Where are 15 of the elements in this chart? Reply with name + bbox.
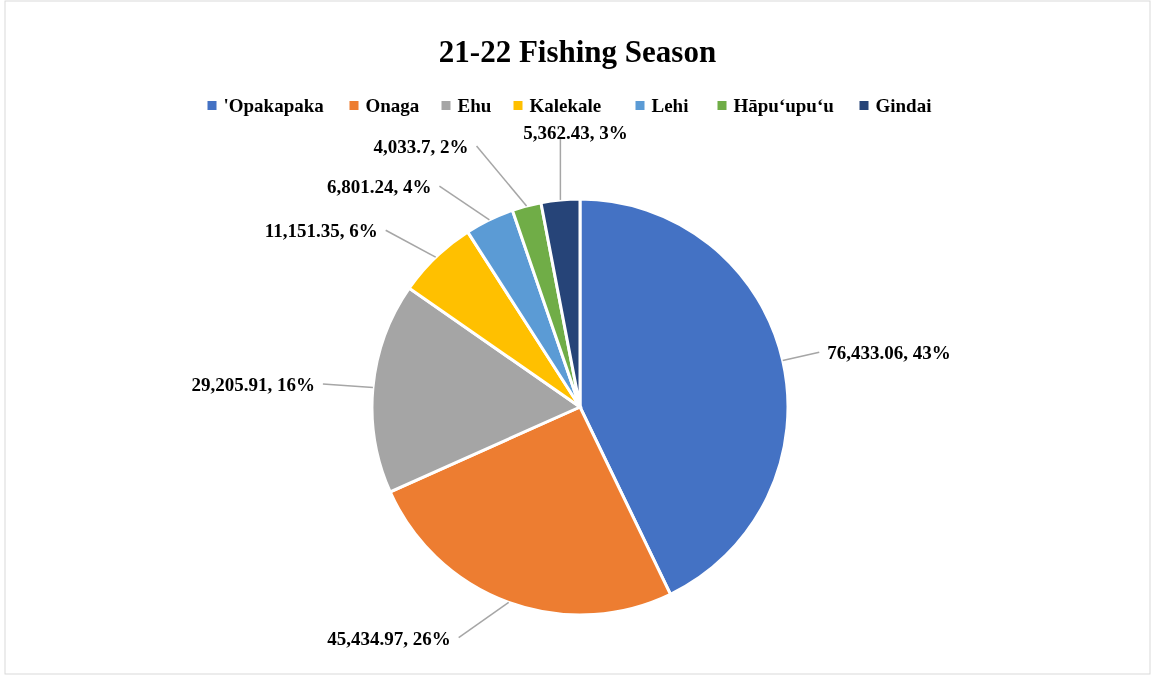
data-label: 76,433.06, 43% bbox=[827, 342, 951, 364]
legend-label: Hāpu‘upu‘u bbox=[733, 95, 835, 116]
data-label: 4,033.7, 2% bbox=[373, 136, 469, 158]
legend-label: Gindai bbox=[875, 95, 932, 116]
legend-label: Onaga bbox=[365, 95, 420, 116]
data-label: 6,801.24, 4% bbox=[326, 176, 432, 198]
legend-label: 'Opakapaka bbox=[223, 95, 325, 116]
legend-label: Ehu bbox=[457, 95, 492, 116]
chart-title: 21-22 Fishing Season bbox=[438, 34, 717, 69]
data-label: 5,362.43, 3% bbox=[523, 122, 628, 143]
data-label: 11,151.35, 6% bbox=[264, 220, 378, 242]
data-label: 45,434.97, 26% bbox=[327, 627, 451, 649]
data-label: 29,205.91, 16% bbox=[191, 374, 315, 396]
legend-label: Lehi bbox=[651, 95, 689, 116]
legend-label: Kalekale bbox=[529, 95, 602, 116]
